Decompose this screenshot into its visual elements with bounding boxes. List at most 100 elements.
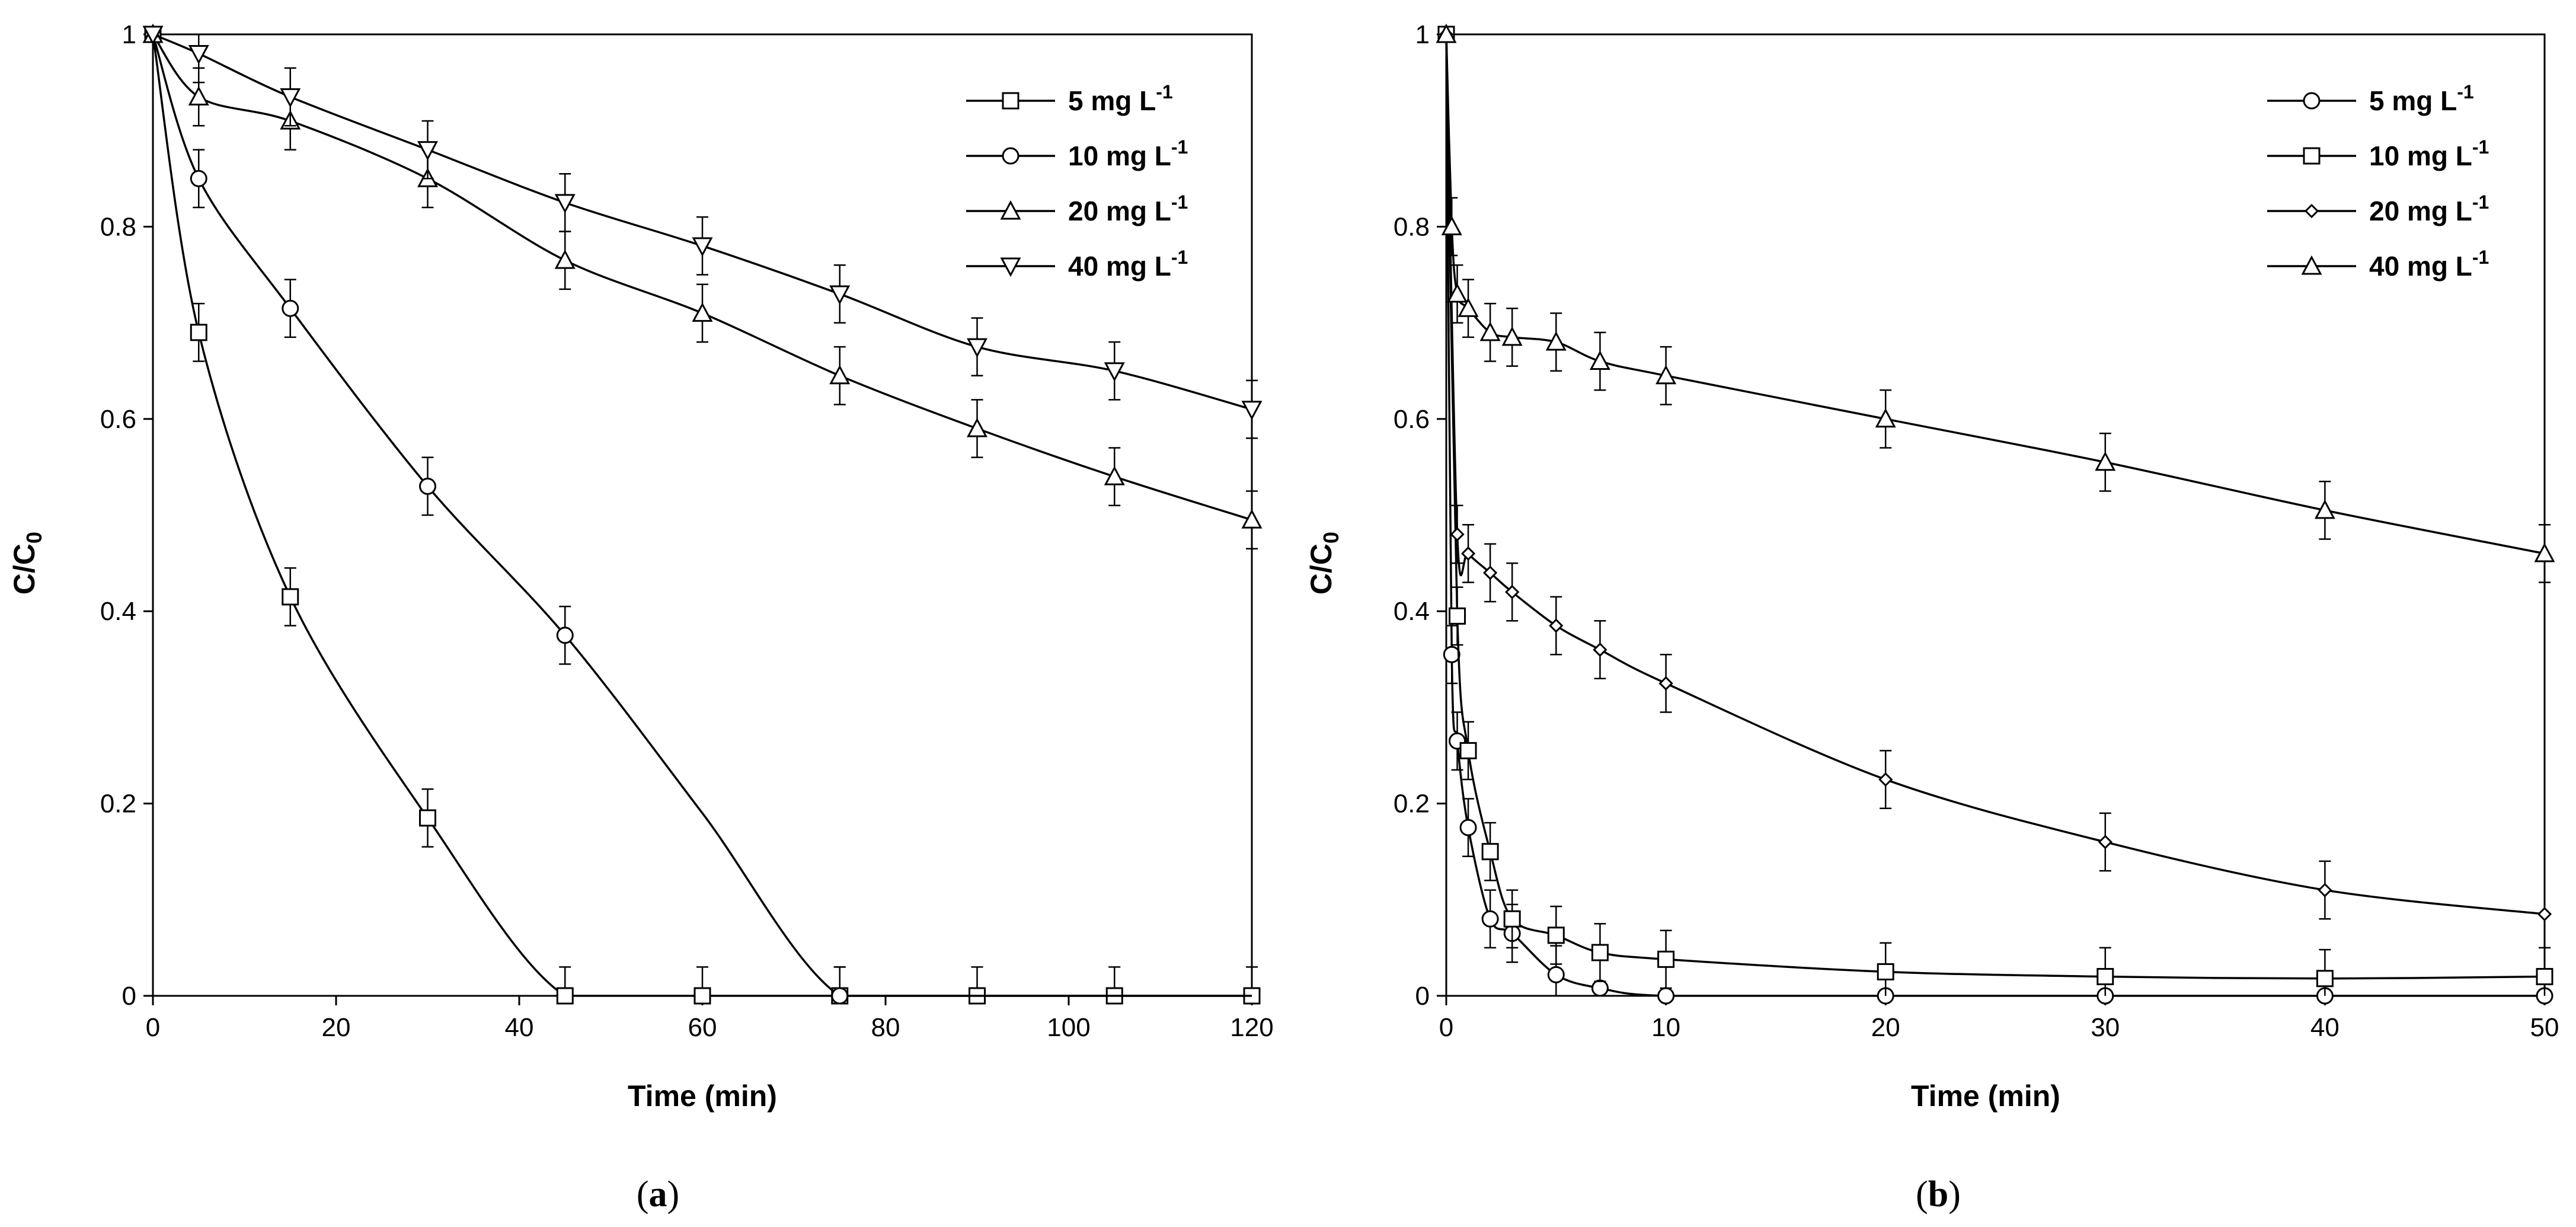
y-tick-label: 0 <box>122 982 136 1011</box>
data-point <box>188 86 209 106</box>
data-point <box>1589 350 1610 370</box>
y-tick-label: 0.6 <box>100 405 136 434</box>
data-point <box>2536 968 2553 986</box>
legend-marker <box>2303 92 2321 110</box>
legend-marker <box>1002 92 1019 110</box>
data-point <box>1545 331 1567 351</box>
x-tick-label: 10 <box>1651 1013 1680 1042</box>
data-point <box>2098 835 2112 849</box>
data-point <box>1658 676 1673 691</box>
y-tick-label: 0.8 <box>100 212 136 241</box>
data-point <box>693 987 711 1005</box>
data-point <box>2534 542 2555 563</box>
legend-label: 5 mg L-1 <box>1068 81 1173 116</box>
data-point <box>1449 607 1466 625</box>
data-point <box>966 417 988 437</box>
data-point <box>829 285 851 305</box>
data-point <box>282 299 299 317</box>
data-point <box>1481 843 1499 861</box>
data-point <box>1450 527 1465 542</box>
data-point <box>554 194 576 214</box>
data-point <box>1503 910 1521 928</box>
y-tick-label: 0.4 <box>100 597 136 626</box>
data-point <box>1547 926 1565 944</box>
legend-label: 5 mg L-1 <box>2369 81 2474 116</box>
chart-panel-a: C/C0 Time (min) (a) 0 0.2 0.4 0.6 0.8 1 0 20 40 6… <box>8 20 1274 1215</box>
data-point <box>831 987 849 1005</box>
legend-marker <box>2304 203 2319 219</box>
data-point <box>1443 646 1460 663</box>
y-axis-title: C/C0 <box>1305 532 1343 595</box>
data-point <box>1877 963 1894 980</box>
x-tick-label: 0 <box>146 1013 160 1042</box>
data-point <box>417 141 439 161</box>
x-tick-label: 40 <box>505 1013 534 1042</box>
x-tick-label: 30 <box>2091 1013 2120 1042</box>
y-tick-label: 1 <box>1415 20 1430 49</box>
y-axis-title: C/C0 <box>8 532 46 595</box>
data-point <box>829 365 851 385</box>
legend-marker <box>1000 257 1021 277</box>
y-tick-label: 0.4 <box>1394 597 1430 626</box>
x-axis-title: Time (min) <box>1911 1079 2060 1113</box>
data-point <box>1241 401 1263 420</box>
data-point <box>1459 819 1477 836</box>
data-point <box>2316 970 2334 988</box>
y-tick-label: 1 <box>122 20 136 49</box>
data-point <box>1549 618 1564 633</box>
series-40-mg-l-1 <box>142 25 1263 439</box>
x-tick-label: 120 <box>1230 1013 1273 1042</box>
data-point <box>2095 451 2116 471</box>
legend-marker <box>1002 147 1019 165</box>
data-point <box>1441 216 1462 235</box>
series-40-mg-l-1 <box>1436 23 2555 583</box>
data-point <box>1447 283 1468 303</box>
y-tick-label: 0.8 <box>1394 212 1430 241</box>
data-point <box>1481 910 1499 928</box>
x-tick-label: 80 <box>871 1013 900 1042</box>
data-point <box>692 302 713 322</box>
data-point <box>142 25 164 46</box>
data-point <box>1436 23 1457 43</box>
data-point <box>419 477 436 495</box>
data-point <box>692 237 713 257</box>
data-point <box>1458 298 1479 317</box>
x-tick-label: 0 <box>1439 1013 1453 1042</box>
legend-label: 10 mg L-1 <box>2369 136 2489 171</box>
legend-label: 20 mg L-1 <box>1068 191 1188 226</box>
series-20-mg-l-1 <box>1439 27 2552 922</box>
data-point <box>556 987 574 1005</box>
series-10-mg-l-1 <box>1437 25 2553 996</box>
data-point <box>1505 584 1520 599</box>
data-point <box>280 88 301 108</box>
data-point <box>1875 408 1896 428</box>
x-tick-label: 40 <box>2310 1013 2340 1042</box>
legend-marker <box>2301 255 2322 275</box>
x-tick-label: 60 <box>688 1013 717 1042</box>
legend-marker <box>2303 147 2321 165</box>
series-line <box>152 34 1252 997</box>
x-tick-label: 20 <box>322 1013 351 1042</box>
x-axis-title: Time (min) <box>628 1079 777 1113</box>
y-tick-label: 0.6 <box>1394 405 1430 434</box>
data-point <box>282 588 299 606</box>
data-point <box>1104 465 1125 485</box>
data-point <box>1657 987 1675 1005</box>
data-point <box>190 324 207 341</box>
data-point <box>556 627 574 644</box>
panel-label: (b) <box>1916 1174 1961 1215</box>
data-point <box>1459 742 1477 759</box>
data-point <box>190 170 207 187</box>
chart-panel-b: C/C0 Time (min) (b) 00.20.40.60.810 10 20 3… <box>1305 20 2559 1215</box>
data-point <box>2314 499 2335 519</box>
data-point <box>188 44 209 65</box>
legend-label: 10 mg L-1 <box>1068 136 1188 171</box>
legend-label: 40 mg L-1 <box>2369 247 2489 282</box>
series-line <box>152 33 1252 411</box>
x-tick-label: 100 <box>1047 1013 1090 1042</box>
data-point <box>554 249 576 269</box>
y-tick-label: 0.2 <box>1394 790 1430 819</box>
legend-label: 40 mg L-1 <box>1068 247 1188 282</box>
data-point <box>1482 565 1498 580</box>
data-point <box>2318 883 2332 897</box>
